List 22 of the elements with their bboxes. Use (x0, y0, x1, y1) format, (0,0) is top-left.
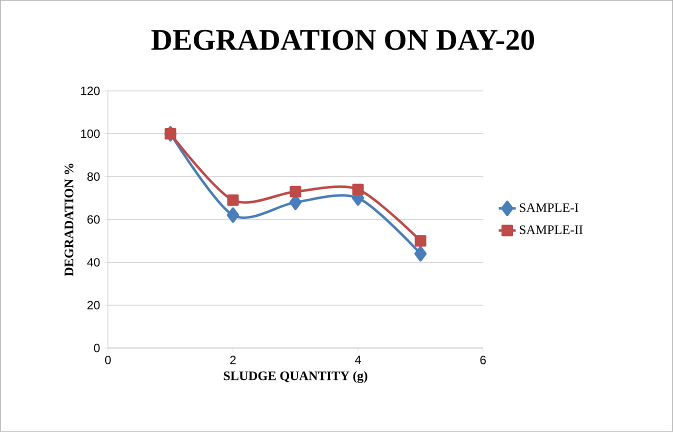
y-tick-label: 60 (87, 215, 100, 224)
x-tick-label: 4 (354, 356, 361, 364)
y-tick-label: 40 (87, 258, 100, 267)
point (290, 186, 302, 198)
y-tick-label: 80 (87, 172, 100, 181)
legend-label: SAMPLE-II (520, 225, 583, 234)
x-axis-title: SLUDGE QUANTITY (g) (224, 371, 368, 383)
point (226, 207, 240, 223)
chart-title: DEGRADATION ON DAY-20 (151, 30, 534, 50)
y-tick-label: 120 (81, 86, 100, 96)
y-tick-label: 20 (87, 300, 100, 310)
y-tick-label: 0 (94, 344, 100, 352)
point (414, 246, 427, 262)
y-tick-label: 100 (81, 130, 100, 138)
x-tick-label: 2 (230, 356, 236, 364)
point (414, 235, 426, 247)
point (352, 184, 364, 196)
y-axis-title: DEGRADATION % (64, 164, 74, 276)
legend-label: SAMPLE-I (520, 203, 578, 212)
x-tick-label: 6 (480, 356, 486, 364)
point (227, 194, 239, 206)
x-tick-label: 0 (105, 356, 111, 364)
